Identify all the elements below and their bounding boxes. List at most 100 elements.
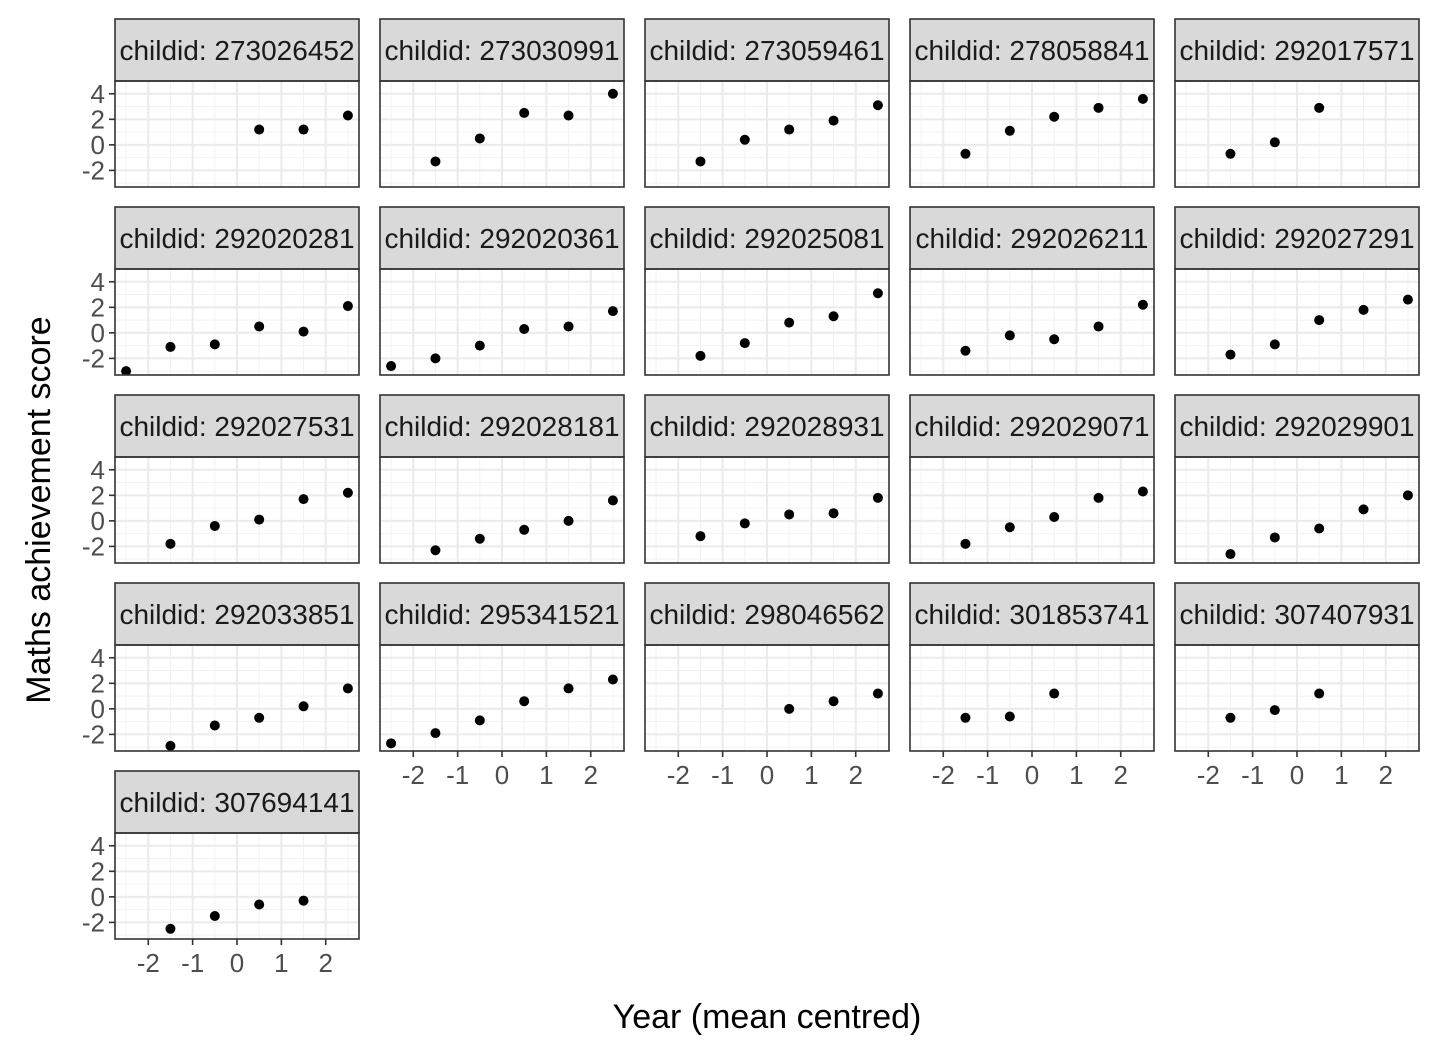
y-tick-label: 0: [91, 318, 105, 348]
facet-panel: childid: 292017571: [1174, 18, 1420, 188]
panel-points: [960, 688, 1060, 723]
data-point: [165, 923, 176, 934]
y-tick-label: 4: [91, 455, 105, 485]
facet-panel: childid: 292025081: [644, 206, 890, 376]
data-point: [607, 495, 618, 506]
y-tick-label: -2: [82, 719, 105, 749]
facet-strip: [379, 206, 625, 270]
data-point: [1093, 321, 1104, 332]
data-point: [430, 728, 441, 739]
panel-border: [1174, 268, 1420, 376]
facet-strip-label: childid: 292020361: [384, 223, 619, 254]
data-point: [828, 696, 839, 707]
panel-grid: [910, 81, 1154, 187]
facet-strip-label: childid: 307694141: [119, 787, 354, 818]
panel-points: [430, 495, 618, 556]
facet-strip-label: childid: 292033851: [119, 599, 354, 630]
y-tick-label: 2: [91, 856, 105, 886]
data-point: [209, 720, 220, 731]
data-point: [960, 345, 971, 356]
data-point: [695, 156, 706, 167]
facet-strip: [909, 582, 1155, 646]
facet-panel: childid: 298046562 -2 -1 0 1 2: [644, 582, 890, 790]
x-tick-label: 1: [1069, 760, 1083, 790]
data-point: [784, 124, 795, 135]
data-point: [342, 487, 353, 498]
data-point: [386, 361, 397, 372]
y-tick-label: -2: [82, 155, 105, 185]
data-point: [519, 324, 530, 335]
data-point: [1269, 339, 1280, 350]
data-point: [121, 366, 132, 375]
x-tick-label: -2: [1197, 760, 1220, 790]
y-tick-label: 2: [91, 480, 105, 510]
panel-border: [379, 456, 625, 564]
data-point: [519, 524, 530, 535]
panel-border: [114, 456, 360, 564]
y-tick-label: -2: [82, 343, 105, 373]
y-axis-title: Maths achievement score: [20, 316, 58, 703]
data-point: [1004, 330, 1015, 341]
panel-border: [909, 268, 1155, 376]
facet-strip-label: childid: 298046562: [649, 599, 884, 630]
x-tick-label: 1: [539, 760, 553, 790]
facet-panel: childid: 292027291: [1174, 206, 1420, 376]
data-point: [1004, 522, 1015, 533]
data-point: [739, 518, 750, 529]
panel-border: [644, 80, 890, 188]
facet-panel: childid: 273030991: [379, 18, 625, 188]
data-point: [1093, 102, 1104, 113]
y-tick-label: 2: [91, 292, 105, 322]
x-tick-label: 2: [583, 760, 597, 790]
facet-strip: [1174, 206, 1420, 270]
x-tick-label: 0: [1025, 760, 1039, 790]
panel-grid: [1175, 645, 1419, 751]
x-tick-label: -1: [1241, 760, 1264, 790]
panel-points: [695, 288, 883, 361]
panel-grid: [910, 269, 1154, 375]
facet-panel: childid: 292020361: [379, 206, 625, 376]
data-point: [430, 545, 441, 556]
facet-strip: [644, 206, 890, 270]
facet-strip: [379, 18, 625, 82]
x-tick-label: 2: [848, 760, 862, 790]
panel-grid: [1175, 269, 1419, 375]
x-tick-label: -2: [932, 760, 955, 790]
facet-panel: childid: 307407931 -2 -1 0 1 2: [1174, 582, 1420, 790]
data-point: [960, 538, 971, 549]
panel-points: [695, 492, 883, 542]
data-point: [298, 326, 309, 337]
facet-strip-label: childid: 292028181: [384, 411, 619, 442]
data-point: [563, 321, 574, 332]
y-tick-label: -2: [82, 531, 105, 561]
data-point: [1004, 125, 1015, 136]
panel-grid: [645, 457, 889, 563]
panel-border: [909, 80, 1155, 188]
data-point: [474, 340, 485, 351]
data-point: [519, 696, 530, 707]
x-tick-label: 0: [1290, 760, 1304, 790]
data-point: [165, 341, 176, 352]
x-tick-label: 1: [274, 948, 288, 978]
panel-points: [1225, 294, 1413, 360]
facet-panel: childid: 292029071: [909, 394, 1155, 564]
data-point: [1225, 349, 1236, 360]
data-point: [254, 124, 265, 135]
facet-strip: [1174, 394, 1420, 458]
panel-points: [386, 674, 618, 749]
data-point: [1225, 148, 1236, 159]
data-point: [784, 317, 795, 328]
data-point: [1225, 712, 1236, 723]
x-tick-label: 2: [318, 948, 332, 978]
facet-strip: [114, 770, 360, 834]
facet-strip-label: childid: 292025081: [649, 223, 884, 254]
facet-strip-label: childid: 292027531: [119, 411, 354, 442]
data-point: [960, 712, 971, 723]
y-tick-label: 0: [91, 882, 105, 912]
facet-strip-label: childid: 307407931: [1179, 599, 1414, 630]
data-point: [1225, 549, 1236, 560]
panel-points: [165, 683, 353, 751]
facet-panel: childid: 292029901: [1174, 394, 1420, 564]
